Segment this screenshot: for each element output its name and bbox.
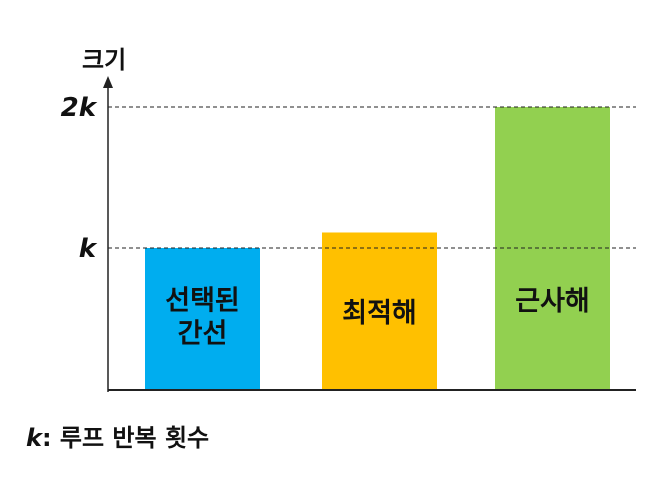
y-tick-label-2: 2k bbox=[61, 93, 98, 123]
y-tick-labels: k 2k bbox=[61, 93, 98, 264]
bar-2 bbox=[322, 232, 437, 389]
bar-label-1: 선택된 간선 bbox=[165, 286, 240, 350]
y-axis-title: 크기 bbox=[82, 46, 126, 74]
bar-label-3: 근사해 bbox=[515, 286, 590, 317]
y-axis-arrow bbox=[103, 76, 113, 88]
bar-label-2: 최적해 bbox=[342, 298, 417, 329]
bar-labels: 선택된 간선 최적해 근사해 bbox=[165, 286, 590, 350]
footnote-symbol: k bbox=[26, 424, 44, 452]
bar-1 bbox=[145, 248, 260, 389]
y-tick-label-1: k bbox=[79, 234, 98, 264]
footnote: k: 루프 반복 횟수 bbox=[26, 424, 209, 452]
footnote-text: : 루프 반복 횟수 bbox=[42, 424, 209, 452]
reference-lines bbox=[108, 106, 636, 249]
